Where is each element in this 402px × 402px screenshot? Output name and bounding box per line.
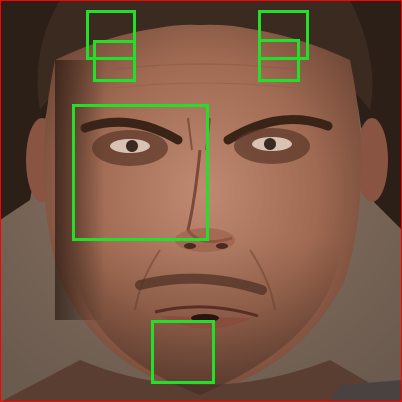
- image-canvas: [0, 0, 402, 402]
- face-photo: [0, 0, 402, 402]
